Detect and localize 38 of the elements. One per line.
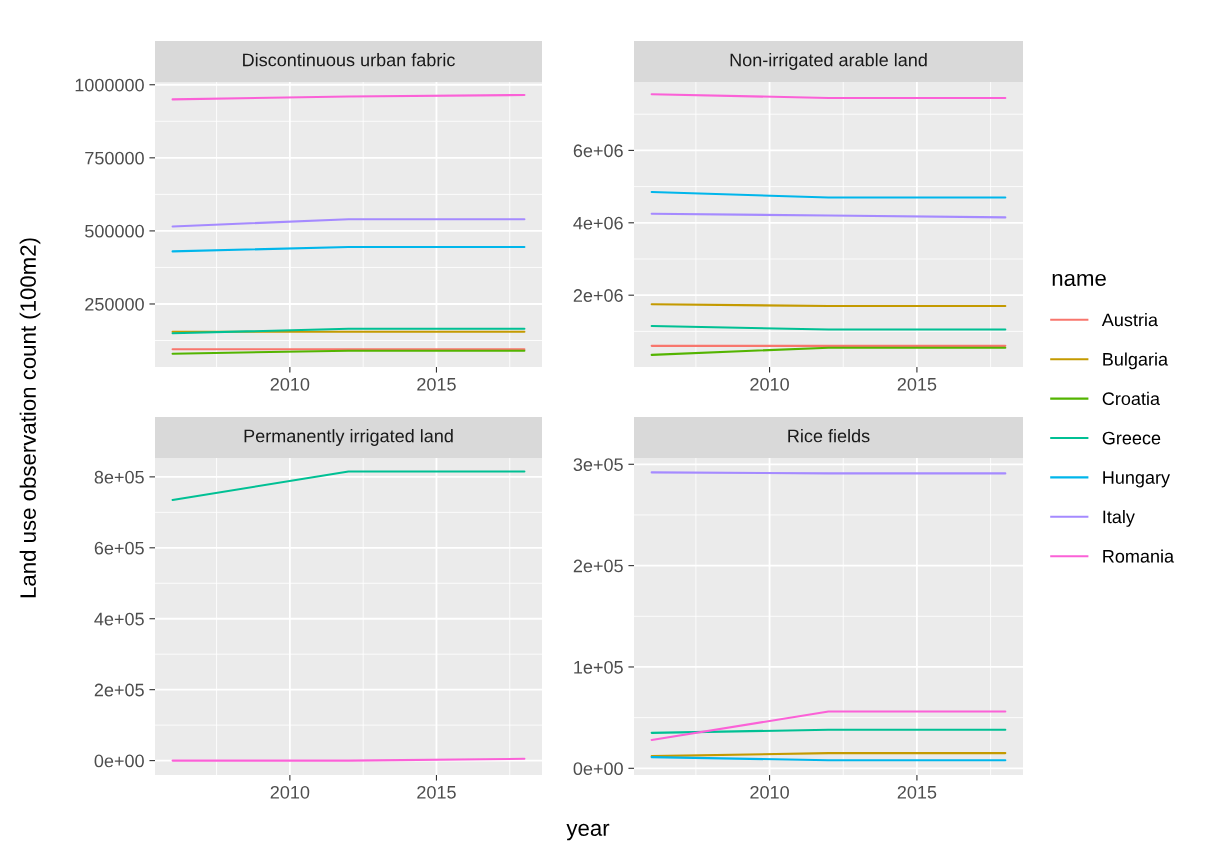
legend-label: Romania: [1103, 549, 1175, 563]
x-axis-title: year: [566, 823, 610, 841]
y-tick-label: 0e+00: [94, 754, 144, 768]
y-tick-label: 1000000: [75, 78, 144, 92]
y-tick-label: 4e+06: [573, 216, 623, 230]
legend-label: Bulgaria: [1103, 352, 1169, 370]
y-tick-label: 2e+05: [573, 559, 623, 573]
x-tick-label: 2015: [897, 377, 937, 391]
x-tick-label: 2010: [270, 785, 310, 799]
y-tick-label: 2e+05: [94, 683, 144, 697]
y-tick-label: 3e+05: [573, 458, 623, 471]
chart-title: Permanently irrigated land: [244, 429, 453, 446]
x-tick-label: 2015: [417, 785, 456, 799]
legend-label: Italy: [1103, 510, 1135, 527]
y-axis-title: Land use observation count (100m2): [19, 238, 41, 598]
y-tick-label: 750000: [85, 151, 144, 165]
y-tick-label: 6e+05: [94, 541, 144, 555]
legend-title: name: [1052, 273, 1106, 287]
y-tick-label: 250000: [85, 297, 144, 311]
x-tick-label: 2015: [417, 377, 456, 391]
chart-title: Non-irrigated arable land: [730, 53, 927, 70]
y-tick-label: 500000: [85, 224, 144, 238]
x-tick-label: 2015: [897, 785, 937, 799]
y-tick-label: 8e+05: [94, 470, 144, 484]
legend-label: Hungary: [1103, 471, 1171, 488]
y-tick-label: 4e+05: [94, 612, 144, 626]
x-tick-label: 2010: [750, 377, 789, 391]
legend-label: Croatia: [1102, 391, 1161, 406]
legend-label: Austria: [1101, 313, 1158, 327]
chart-title: Rice fields: [788, 429, 870, 443]
y-tick-label: 2e+06: [573, 289, 623, 302]
y-tick-label: 6e+06: [573, 144, 623, 158]
legend-label: Greece: [1102, 431, 1161, 445]
y-tick-label: 0e+00: [573, 762, 623, 776]
x-tick-label: 2010: [270, 377, 310, 391]
chart-title: Discontinuous urban fabric: [243, 53, 455, 67]
x-tick-label: 2010: [750, 785, 789, 799]
y-tick-label: 1e+05: [574, 660, 623, 674]
